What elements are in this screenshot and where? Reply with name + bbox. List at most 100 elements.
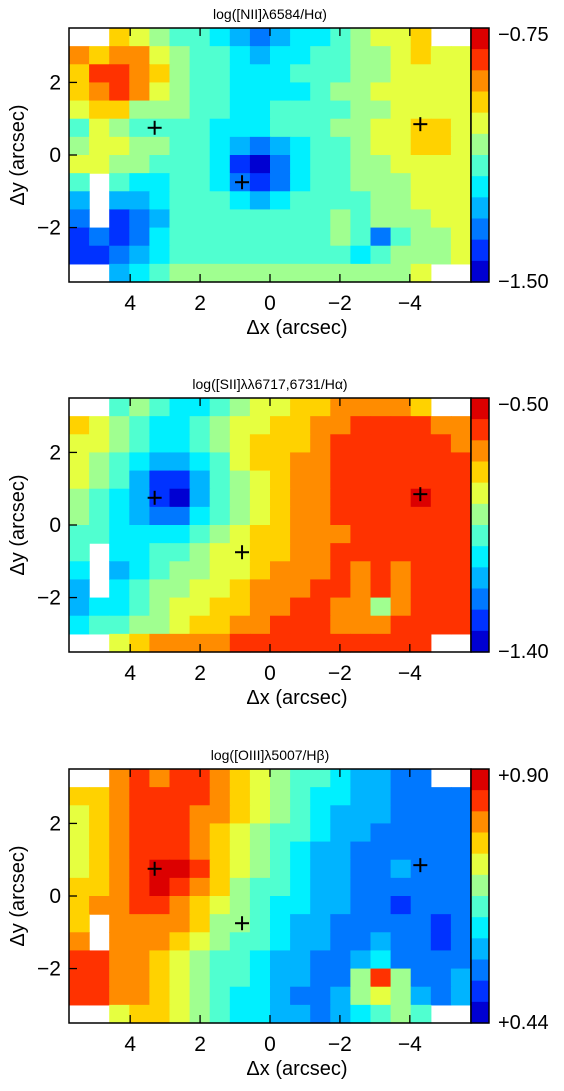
heatmap-cell — [229, 118, 251, 138]
heatmap-cell — [169, 1004, 191, 1024]
heatmap-cell — [69, 434, 90, 454]
heatmap-cell — [209, 597, 231, 617]
heatmap-cell — [129, 914, 150, 933]
heatmap-cell — [129, 525, 150, 544]
heatmap-cell — [370, 28, 392, 47]
heatmap-cell — [350, 841, 372, 861]
heatmap-cell — [410, 506, 432, 526]
heatmap-cell — [310, 470, 331, 490]
heatmap-cell — [89, 452, 110, 472]
heatmap-cell — [109, 823, 130, 843]
heatmap-cell — [149, 896, 171, 915]
y-tick-label: −2 — [37, 217, 61, 240]
heatmap-cell — [310, 82, 331, 102]
heatmap-cell — [330, 488, 351, 508]
heatmap-cell — [189, 859, 211, 879]
heatmap-cell — [390, 245, 412, 265]
heatmap-cell — [270, 561, 291, 581]
heatmap-cell — [390, 488, 412, 508]
heatmap-cell — [290, 488, 311, 508]
heatmap-cell — [109, 841, 130, 861]
heatmap-cell — [370, 434, 392, 454]
heatmap-cell — [390, 805, 412, 825]
heatmap-cell — [169, 841, 191, 861]
heatmap-cell — [450, 543, 472, 562]
heatmap-cell — [450, 914, 472, 933]
heatmap-cell — [350, 823, 372, 843]
heatmap-cell — [430, 155, 452, 174]
heatmap-cell — [350, 914, 372, 933]
heatmap-cell — [69, 805, 90, 825]
heatmap-cell — [169, 914, 191, 933]
heatmap-cell — [89, 615, 110, 635]
heatmap-cell — [169, 100, 191, 120]
heatmap-cell — [270, 245, 291, 265]
heatmap-cell — [129, 227, 150, 247]
heatmap-cell — [229, 46, 251, 65]
heatmap-cell — [149, 561, 171, 581]
heatmap-cell — [270, 434, 291, 454]
heatmap-cell — [129, 579, 150, 599]
heatmap-cell — [69, 82, 90, 102]
heatmap-cell — [390, 398, 412, 417]
heatmap-cell — [109, 968, 130, 988]
heatmap-cell — [410, 434, 432, 454]
heatmap-cell — [69, 46, 90, 65]
heatmap-cell — [370, 64, 392, 84]
heatmap-cell — [89, 118, 110, 138]
heatmap-cell — [209, 398, 231, 417]
heatmap-cell — [249, 597, 271, 617]
heatmap-cell — [290, 579, 311, 599]
heatmap-cell — [229, 633, 251, 653]
heatmap-cell — [249, 398, 271, 417]
heatmap-cell — [350, 64, 372, 84]
heatmap-cell — [270, 579, 291, 599]
heatmap-cell — [169, 398, 191, 417]
heatmap-cell — [270, 64, 291, 84]
heatmap-cell — [450, 227, 472, 247]
heatmap-cell — [330, 823, 351, 843]
heatmap-cell — [410, 46, 432, 65]
heatmap-cell — [370, 100, 392, 120]
heatmap-cell — [310, 1004, 331, 1024]
colorbar-segment — [471, 567, 489, 590]
heatmap-cell — [89, 859, 110, 879]
heatmap-cell — [410, 877, 432, 897]
heatmap-cell — [370, 561, 392, 581]
colorbar-segment — [471, 155, 489, 177]
heatmap-cell — [290, 859, 311, 879]
heatmap-cell — [370, 191, 392, 211]
heatmap-cell — [169, 986, 191, 1006]
heatmap-cell — [129, 805, 150, 825]
heatmap-cell — [109, 64, 130, 84]
heatmap-cell — [430, 986, 452, 1006]
heatmap-cell — [149, 416, 171, 435]
heatmap-cell — [450, 597, 472, 617]
heatmap-cell — [370, 914, 392, 933]
heatmap-cell — [410, 1004, 432, 1024]
heatmap-cell — [249, 805, 271, 825]
heatmap-cell — [169, 173, 191, 192]
heatmap-cell — [390, 633, 412, 653]
x-axis-label: Δx (arcsec) — [246, 687, 347, 709]
heatmap-cell — [390, 452, 412, 472]
heatmap-cell — [310, 950, 331, 970]
heatmap-cell — [249, 841, 271, 861]
heatmap-cell — [129, 488, 150, 508]
heatmap-cell — [229, 191, 251, 211]
heatmap-cell — [290, 263, 311, 283]
heatmap-cell — [249, 416, 271, 435]
heatmap-cell — [69, 787, 90, 806]
heatmap-cell — [330, 615, 351, 635]
heatmap-cell — [390, 877, 412, 897]
heatmap-cell — [229, 561, 251, 581]
heatmap-cell — [109, 452, 130, 472]
heatmap-cell — [149, 633, 171, 653]
heatmap-cell — [89, 136, 110, 156]
heatmap-cell — [270, 209, 291, 229]
heatmap-cell — [89, 823, 110, 843]
heatmap-cell — [89, 82, 110, 102]
heatmap-cell — [330, 841, 351, 861]
heatmap-cell — [410, 452, 432, 472]
heatmap-cell — [390, 416, 412, 435]
